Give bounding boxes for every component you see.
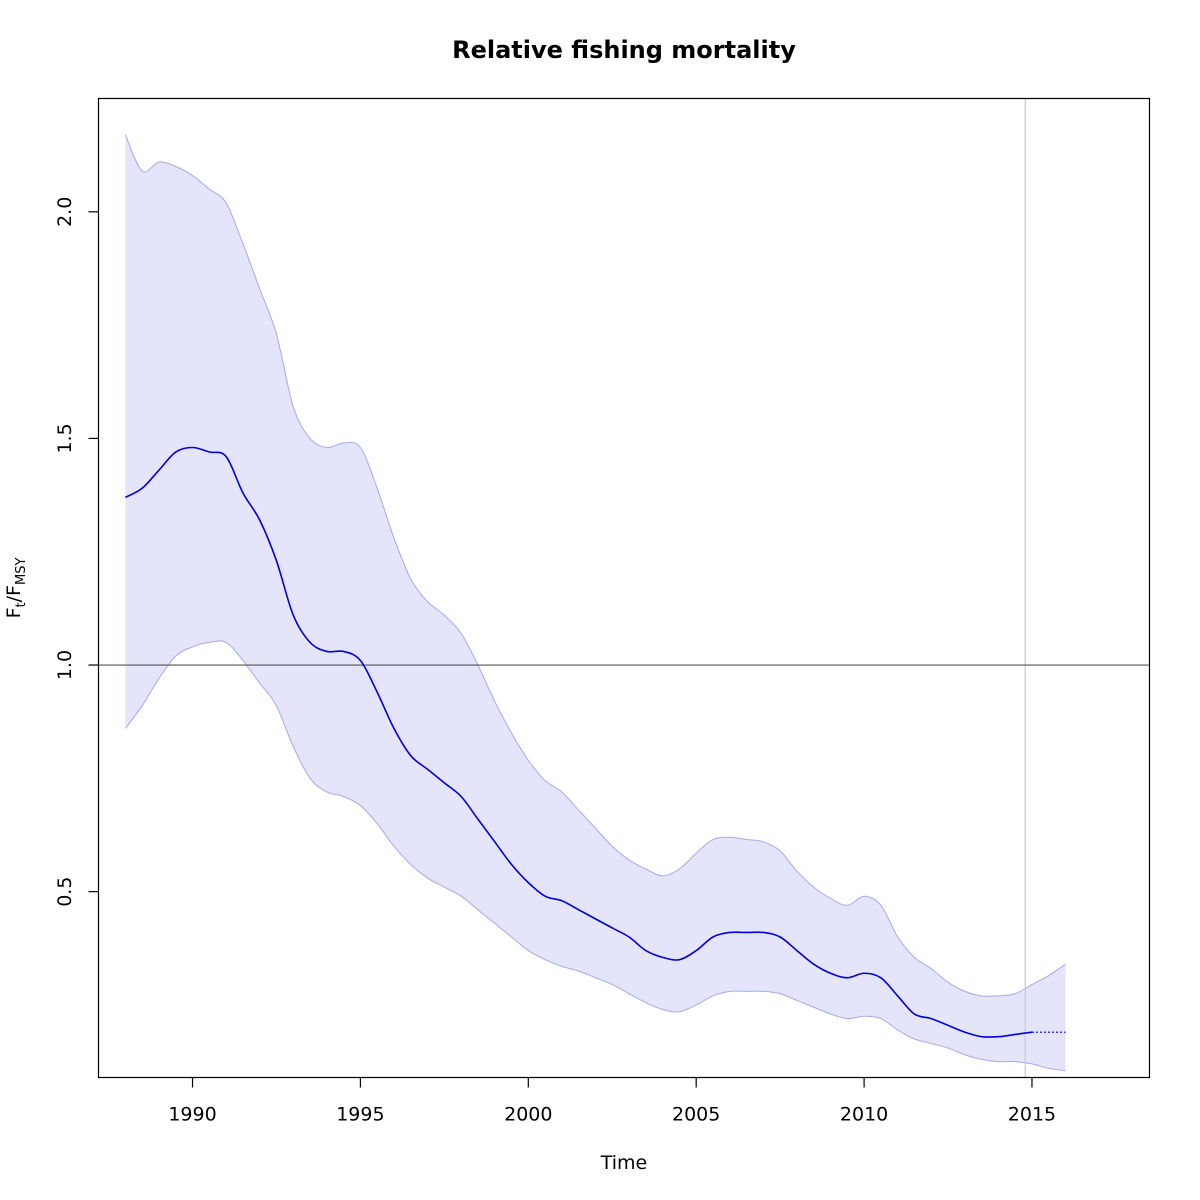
x-tick-label: 2010 [840,1104,888,1126]
upper-ci-line [124,134,1066,997]
x-tick-label: 1990 [168,1104,216,1126]
x-tick-label: 2005 [672,1104,720,1126]
lower-ci-line [124,640,1066,1072]
x-axis: 1990 1995 2000 2005 2010 2015 [168,1077,1056,1126]
x-axis-label: Time [600,1152,648,1174]
x-tick-label: 2015 [1008,1104,1056,1126]
x-tick-label: 2000 [504,1104,552,1126]
y-label-sub-msy: MSY [14,558,29,585]
estimate-line [124,446,1033,1038]
y-tick-label: 0.5 [54,877,76,907]
y-tick-label: 1.0 [54,650,76,680]
plot-area [98,98,1150,1078]
y-axis: 0.5 1.0 1.5 2.0 [54,197,99,907]
plot-frame [97,97,1151,1079]
y-tick-label: 2.0 [54,197,76,227]
y-label-sep: /F [3,585,25,602]
confidence-band [125,134,1066,1071]
y-label-f: F [3,607,25,618]
chart-title: Relative fishing mortality [452,36,796,64]
x-tick-label: 1995 [336,1104,384,1126]
y-label-sub-t: t [14,602,29,607]
y-axis-label: Ft/FMSY [3,558,29,619]
y-tick-label: 1.5 [54,423,76,453]
